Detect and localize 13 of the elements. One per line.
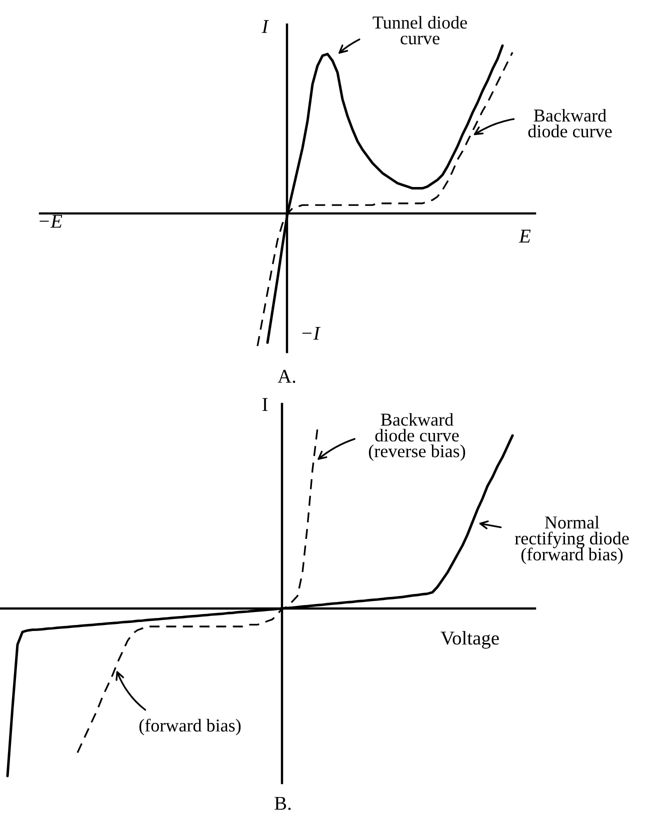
text: Tunnel diode curve xyxy=(372,16,467,44)
annotation: Backward diode curve (reverse bias) xyxy=(368,413,466,461)
annotation: −I xyxy=(302,326,321,340)
x-axis-title: E xyxy=(518,230,531,242)
annotation: Normal rectifying diode (forward bias) xyxy=(514,516,629,564)
annotation: −E xyxy=(40,214,62,228)
y-axis-title: I xyxy=(262,20,269,33)
text: A. xyxy=(278,370,296,383)
x-axis-title: Voltage xyxy=(440,631,499,649)
y-axis-title: I xyxy=(262,398,268,411)
annotation: (forward bias) xyxy=(139,718,241,736)
text: B. xyxy=(274,796,291,810)
annotation: Backward diode curve xyxy=(528,108,612,138)
